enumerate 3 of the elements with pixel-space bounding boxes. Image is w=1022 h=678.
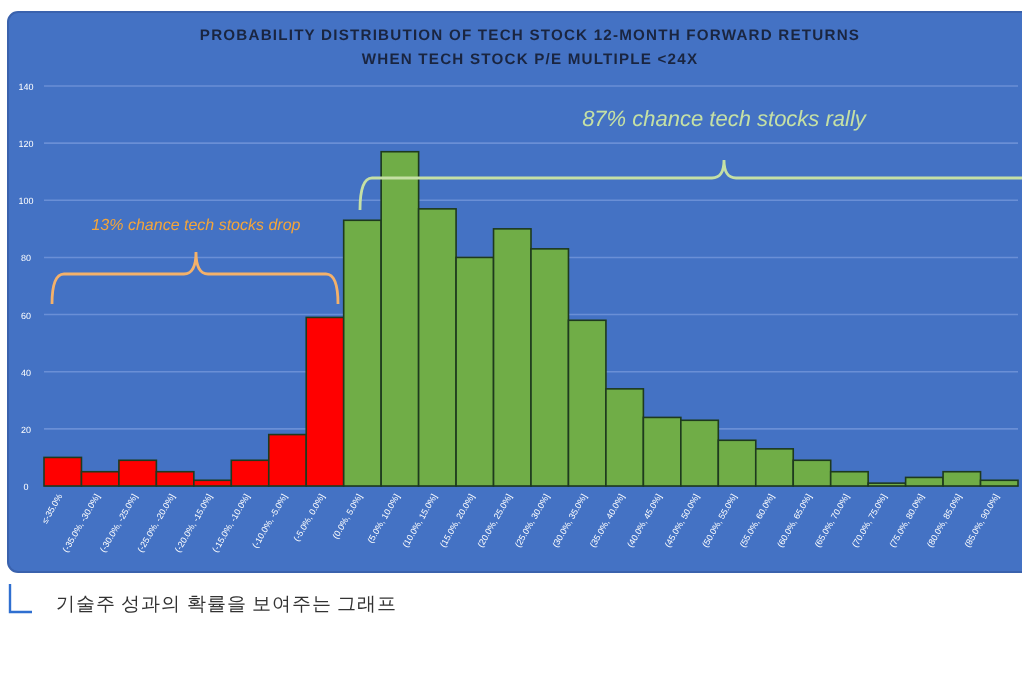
text: 기술주 성과의 확률을 보여주는 그래프 <box>56 594 398 616</box>
annotation: 87% chance tech stocks rally <box>582 108 869 132</box>
annotation: 13% chance tech stocks drop <box>91 216 302 234</box>
